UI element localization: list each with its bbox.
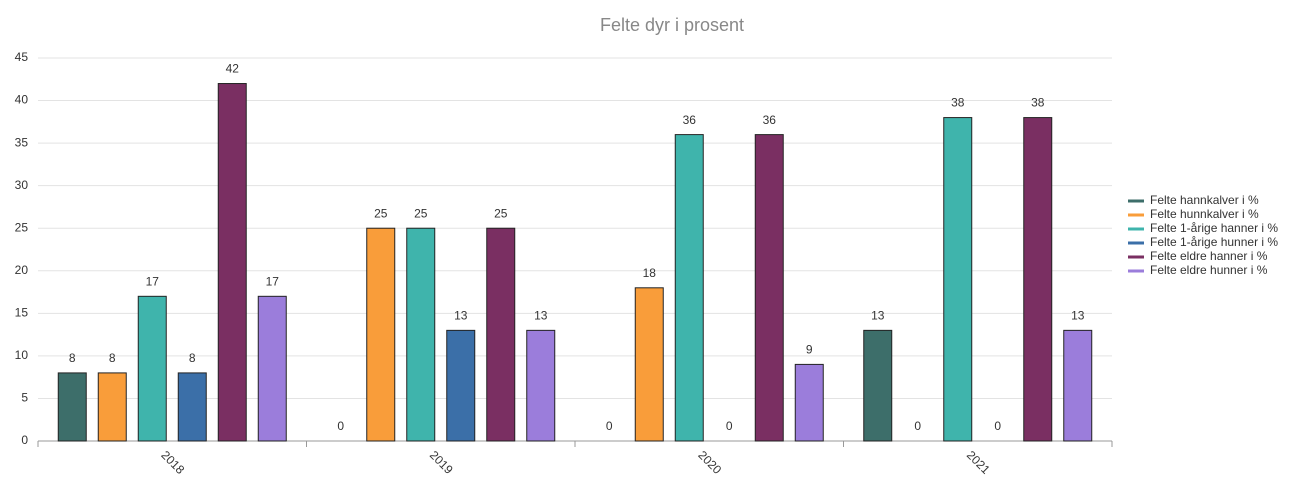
bar <box>177 372 207 442</box>
bar <box>257 295 287 442</box>
legend-label: Felte eldre hanner i % <box>1150 249 1268 263</box>
bar <box>97 372 127 442</box>
bar <box>406 227 436 442</box>
y-tick-label: 0 <box>21 433 28 447</box>
bar <box>754 134 784 442</box>
legend-label: Felte hunnkalver i % <box>1150 207 1259 221</box>
y-tick-label: 30 <box>15 178 29 192</box>
legend-swatch <box>1128 269 1144 273</box>
data-label: 25 <box>494 206 508 220</box>
data-label: 38 <box>951 96 965 110</box>
data-label: 36 <box>683 113 697 127</box>
data-label: 9 <box>806 343 813 357</box>
chart-title: Felte dyr i prosent <box>600 15 744 35</box>
data-label: 42 <box>226 62 240 76</box>
data-label: 0 <box>337 419 344 433</box>
bar <box>486 227 516 442</box>
bar <box>1023 117 1053 442</box>
data-label: 18 <box>643 266 657 280</box>
legend-label: Felte eldre hunner i % <box>1150 263 1268 277</box>
data-label: 0 <box>606 419 613 433</box>
data-label: 17 <box>146 274 160 288</box>
x-tick-label: 2020 <box>695 448 724 477</box>
data-label: 25 <box>414 206 428 220</box>
legend-swatch <box>1128 199 1144 203</box>
bar <box>137 295 167 442</box>
bar <box>634 287 664 442</box>
data-label: 13 <box>534 309 548 323</box>
bar <box>1063 329 1093 442</box>
data-label: 0 <box>726 419 733 433</box>
bar <box>366 227 396 442</box>
data-label: 8 <box>69 351 76 365</box>
legend-swatch <box>1128 241 1144 245</box>
bar <box>794 363 824 442</box>
y-tick-label: 5 <box>21 391 28 405</box>
bar <box>217 83 247 442</box>
y-tick-label: 25 <box>15 220 29 234</box>
x-tick-label: 2018 <box>158 448 187 477</box>
data-label: 25 <box>374 206 388 220</box>
x-tick-label: 2021 <box>964 448 993 477</box>
legend-swatch <box>1128 255 1144 259</box>
data-label: 38 <box>1031 96 1045 110</box>
y-tick-label: 15 <box>15 306 29 320</box>
x-tick-label: 2019 <box>427 448 456 477</box>
bar <box>526 329 556 442</box>
y-tick-label: 20 <box>15 263 29 277</box>
bar <box>674 134 704 442</box>
legend-label: Felte hannkalver i % <box>1150 193 1259 207</box>
legend-label: Felte 1-årige hunner i % <box>1150 235 1278 249</box>
y-tick-label: 10 <box>15 348 29 362</box>
data-label: 36 <box>763 113 777 127</box>
bar <box>863 329 893 442</box>
bar <box>446 329 476 442</box>
data-label: 8 <box>189 351 196 365</box>
y-tick-label: 45 <box>15 50 29 64</box>
y-tick-label: 40 <box>15 93 29 107</box>
legend: Felte hannkalver i %Felte hunnkalver i %… <box>1128 193 1278 277</box>
bar <box>943 117 973 442</box>
bar <box>57 372 87 442</box>
legend-swatch <box>1128 227 1144 231</box>
data-label: 13 <box>871 309 885 323</box>
data-label: 0 <box>994 419 1001 433</box>
data-label: 13 <box>1071 309 1085 323</box>
data-label: 8 <box>109 351 116 365</box>
legend-swatch <box>1128 213 1144 217</box>
y-tick-label: 35 <box>15 135 29 149</box>
data-label: 13 <box>454 309 468 323</box>
legend-label: Felte 1-årige hanner i % <box>1150 221 1278 235</box>
data-label: 17 <box>266 274 280 288</box>
data-label: 0 <box>914 419 921 433</box>
